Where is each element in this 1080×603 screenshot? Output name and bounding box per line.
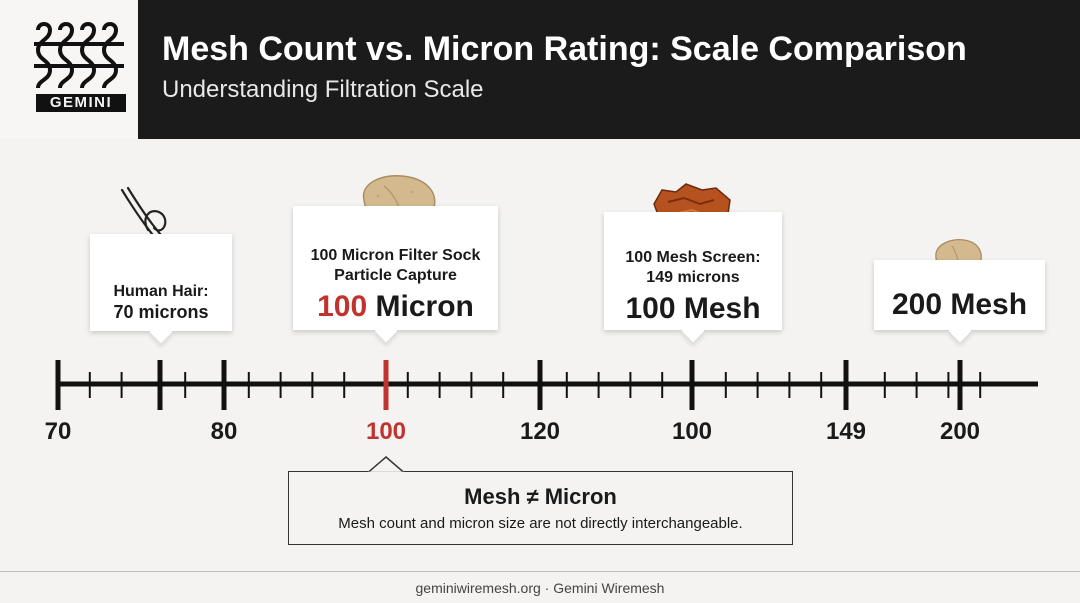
tick-label-highlight: 100 <box>365 418 407 445</box>
card-100-mesh: 100 Mesh Screen: 149 microns 100 Mesh <box>604 212 782 343</box>
mesh200-value: 200 Mesh <box>891 288 1028 321</box>
tick-label: 80 <box>210 418 238 445</box>
mesh100-label: 100 Mesh Screen: <box>625 249 761 266</box>
mesh100-value: 100 Mesh <box>625 292 761 325</box>
logo-wordmark: GEMINI <box>36 94 126 112</box>
hair-value: 70 microns <box>113 302 209 322</box>
card-filter-sock: 100 Micron Filter Sock Particle Capture … <box>293 206 498 343</box>
mesh100-microns: 149 microns <box>646 269 740 286</box>
tick-label: 100 <box>671 418 713 445</box>
card-human-hair: Human Hair: 70 microns <box>90 234 232 344</box>
sock-label-2: Particle Capture <box>334 267 457 284</box>
card-200-mesh: 200 Mesh <box>874 260 1045 343</box>
sock-value-number: 100 <box>317 290 368 323</box>
footer-credit: geminiwiremesh.org · Gemini Wiremesh <box>415 580 665 596</box>
scale-ruler <box>55 360 1038 410</box>
page-subtitle: Understanding Filtration Scale <box>162 76 484 103</box>
hair-label: Human Hair: <box>113 283 209 300</box>
footer-divider <box>0 571 1080 572</box>
note-box: Mesh ≠ Micron Mesh count and micron size… <box>288 471 793 545</box>
note-pointer <box>368 456 404 473</box>
tick-label: 120 <box>519 418 561 445</box>
tick-label: 149 <box>825 418 867 445</box>
header: GEMINI Mesh Count vs. Micron Rating: Sca… <box>0 0 1080 139</box>
woven-mesh-logo-icon <box>34 22 124 89</box>
page-title: Mesh Count vs. Micron Rating: Scale Comp… <box>162 30 967 68</box>
tick-label: 200 <box>939 418 981 445</box>
logo: GEMINI <box>0 0 137 139</box>
tick-label: 70 <box>44 418 72 445</box>
note-title: Mesh ≠ Micron <box>464 484 617 509</box>
title-band <box>138 0 1080 139</box>
sock-value-unit: Micron <box>367 290 474 323</box>
sock-label-1: 100 Micron Filter Sock <box>310 247 481 264</box>
note-text: Mesh count and micron size are not direc… <box>338 515 743 532</box>
